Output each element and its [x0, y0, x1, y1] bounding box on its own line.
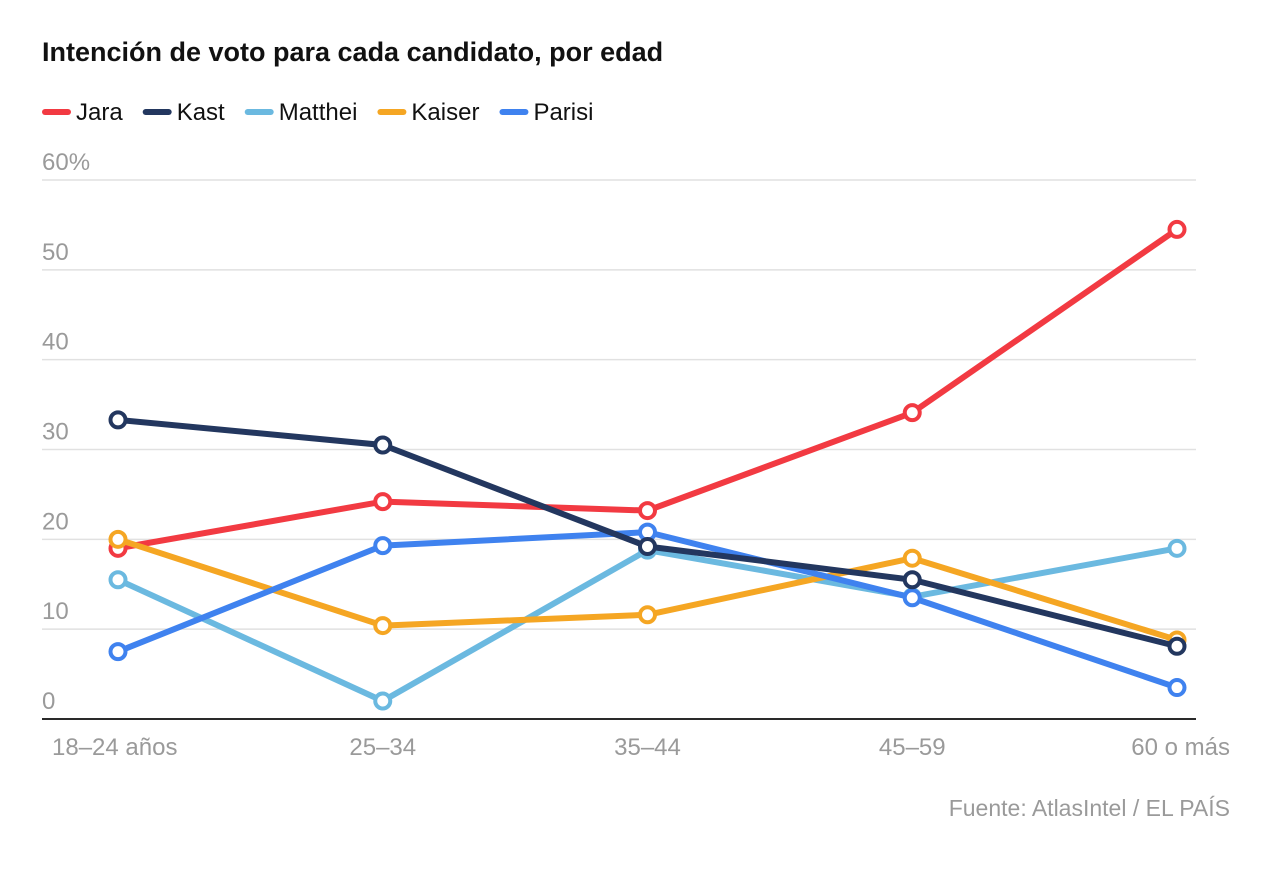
- legend-item-matthei: Matthei: [244, 99, 358, 126]
- x-tick-label: 45–59: [879, 734, 946, 761]
- source-note: Fuente: AtlasIntel / EL PAÍS: [949, 795, 1230, 821]
- data-point-kaiser: [638, 605, 657, 625]
- legend-item-kast: Kast: [142, 99, 225, 126]
- data-point-jara: [1167, 219, 1187, 239]
- data-point-matthei: [373, 691, 393, 711]
- legend-label: Kaiser: [411, 99, 479, 126]
- legend-label: Parisi: [533, 99, 593, 126]
- series-kaiser: [108, 529, 1187, 650]
- data-point-kast: [108, 410, 128, 430]
- legend-label: Kast: [177, 99, 225, 126]
- data-point-kaiser: [902, 548, 922, 568]
- x-tick-label: 18–24 años: [52, 734, 177, 761]
- data-point-matthei: [108, 570, 128, 590]
- legend-label: Matthei: [279, 99, 358, 126]
- y-axis-ticks: 60% 50 40 30 20 10 0: [42, 149, 90, 715]
- series-lines: [108, 219, 1187, 711]
- x-axis-ticks: 18–24 años 25–34 35–44 45–59 60 o más: [52, 734, 1230, 761]
- y-tick-label: 60%: [42, 149, 90, 176]
- series-matthei: [108, 538, 1187, 711]
- legend-label: Jara: [76, 99, 123, 126]
- gridlines: [42, 179, 1196, 720]
- y-tick-label: 10: [42, 598, 69, 625]
- data-point-jara: [638, 501, 657, 521]
- y-tick-label: 20: [42, 508, 69, 535]
- series-jara: [108, 219, 1187, 558]
- data-point-kaiser: [373, 616, 393, 636]
- data-point-kaiser: [108, 529, 128, 549]
- legend: Jara Kast Matthei Kaiser Parisi: [42, 99, 593, 126]
- y-tick-label: 40: [42, 329, 69, 356]
- data-point-parisi: [1167, 678, 1187, 698]
- data-point-matthei: [1167, 538, 1187, 558]
- data-point-parisi: [902, 588, 922, 608]
- legend-item-parisi: Parisi: [499, 99, 593, 126]
- data-point-kast: [1167, 636, 1187, 656]
- y-tick-label: 0: [42, 688, 55, 715]
- series-line-jara: [115, 226, 1180, 552]
- data-point-kast: [638, 537, 657, 557]
- x-tick-label: 35–44: [614, 734, 681, 761]
- data-point-kast: [902, 570, 922, 590]
- data-point-parisi: [373, 536, 393, 556]
- x-tick-label: 25–34: [349, 734, 416, 761]
- data-point-kast: [373, 435, 393, 455]
- chart-title: Intención de voto para cada candidato, p…: [42, 37, 663, 67]
- data-point-jara: [902, 403, 922, 423]
- legend-item-kaiser: Kaiser: [377, 99, 479, 126]
- x-tick-label: 60 o más: [1131, 734, 1230, 761]
- legend-item-jara: Jara: [42, 99, 123, 126]
- series-kast: [108, 410, 1187, 656]
- series-line-matthei: [115, 545, 1180, 705]
- data-point-jara: [373, 492, 393, 512]
- data-point-parisi: [108, 642, 128, 662]
- y-tick-label: 30: [42, 419, 69, 446]
- y-tick-label: 50: [42, 239, 69, 266]
